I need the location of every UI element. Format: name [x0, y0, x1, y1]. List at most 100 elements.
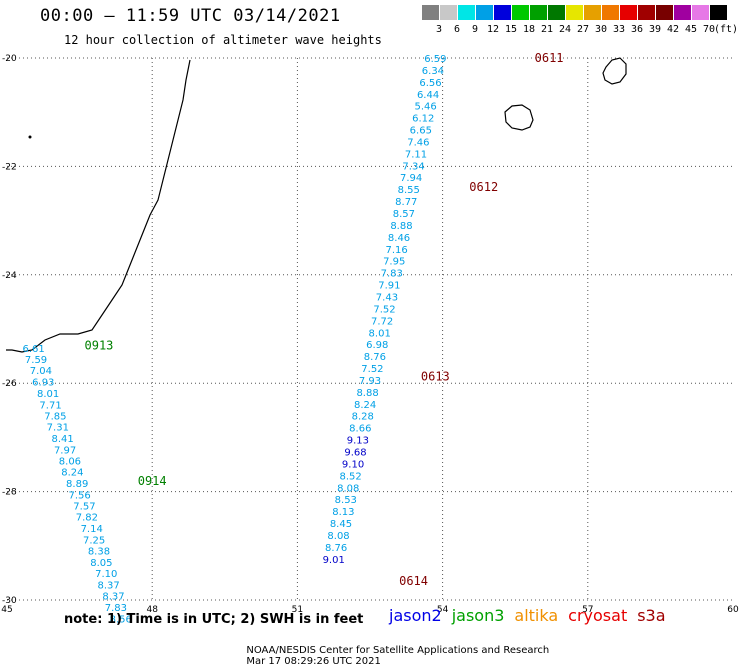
- lat-label: -28: [2, 488, 17, 498]
- swh-value: 8.24: [61, 468, 83, 479]
- swh-value: 6.56: [419, 78, 441, 89]
- swh-value: 6.65: [410, 126, 432, 137]
- time-label: 0614: [399, 574, 428, 588]
- legend-label: 45: [684, 24, 698, 35]
- swh-value: 6.98: [366, 340, 388, 351]
- swh-value: 6.59: [424, 54, 446, 65]
- legend-swatch: [530, 5, 547, 20]
- lat-label: -26: [2, 379, 17, 389]
- legend-label: 42: [666, 24, 680, 35]
- time-label: 0611: [535, 51, 564, 65]
- time-label: 0613: [421, 370, 450, 384]
- legend-label: 30: [594, 24, 608, 35]
- swh-value: 7.83: [105, 603, 127, 614]
- lat-label: -30: [2, 596, 17, 606]
- time-label: 0914: [138, 474, 167, 488]
- credit-text: NOAA/NESDIS Center for Satellite Applica…: [246, 645, 550, 656]
- swh-value: 6.93: [32, 378, 54, 389]
- legend-swatch: [584, 5, 601, 20]
- swh-value: 8.08: [337, 483, 359, 494]
- swh-value: 7.46: [407, 137, 429, 148]
- swh-value: 9.10: [342, 459, 364, 470]
- credit-line: NOAA/NESDIS Center for Satellite Applica…: [240, 634, 561, 667]
- swh-value: 7.57: [73, 502, 95, 513]
- swh-value: 7.93: [359, 376, 381, 387]
- map-title: 00:00 – 11:59 UTC 03/14/2021: [40, 6, 341, 26]
- swh-value: 8.37: [98, 580, 120, 591]
- swh-value: 8.88: [390, 221, 412, 232]
- swh-value: 8.66: [349, 424, 371, 435]
- swh-value: 7.43: [376, 292, 398, 303]
- swh-value: 7.14: [81, 524, 103, 535]
- swh-value: 8.52: [340, 471, 362, 482]
- legend-label: 3: [435, 24, 443, 35]
- swh-value: 7.95: [383, 257, 405, 268]
- swh-value: 8.76: [325, 543, 347, 554]
- legend-swatch: [476, 5, 493, 20]
- swh-value: 8.53: [335, 495, 357, 506]
- swh-value: 8.01: [369, 328, 391, 339]
- swh-value: 7.83: [381, 269, 403, 280]
- satellite-cryosat: cryosat: [568, 606, 628, 625]
- legend-label: 36: [630, 24, 644, 35]
- swh-value: 7.10: [95, 569, 117, 580]
- swh-value: 7.16: [385, 245, 407, 256]
- lat-label: -22: [2, 162, 17, 172]
- legend-swatch: [710, 5, 727, 20]
- legend-label: 24: [558, 24, 572, 35]
- swh-value: 7.56: [68, 490, 90, 501]
- swh-value: 8.13: [332, 507, 354, 518]
- lon-label: 60: [727, 605, 739, 615]
- swh-value: 7.94: [400, 173, 422, 184]
- lon-label: 57: [582, 605, 593, 615]
- swh-value: 8.55: [398, 185, 420, 196]
- legend-label: 15: [504, 24, 518, 35]
- swh-value: 8.76: [364, 352, 386, 363]
- altimeter-map[interactable]: 45 48 51 54 57 60-20-22-24-26-28-30 6.617.597…: [0, 0, 740, 650]
- swh-value: 7.34: [402, 161, 424, 172]
- swh-value: 8.88: [356, 388, 378, 399]
- swh-value: 8.05: [90, 558, 112, 569]
- swh-value: 7.52: [373, 304, 395, 315]
- swh-value: 8.06: [59, 457, 81, 468]
- legend-label: 12: [486, 24, 500, 35]
- legend-swatch: [692, 5, 709, 20]
- swh-value: 8.46: [388, 233, 410, 244]
- time-label: 0913: [85, 338, 114, 352]
- satellite-tracks: 6.617.597.046.938.017.717.857.318.417.97…: [22, 51, 563, 625]
- legend-swatch: [602, 5, 619, 20]
- swh-value: 6.61: [22, 344, 44, 355]
- swh-value: 8.45: [330, 519, 352, 530]
- swh-value: 8.77: [395, 197, 417, 208]
- satellite-jason2: jason2: [389, 606, 442, 625]
- legend-label: 27: [576, 24, 590, 35]
- swh-value: 9.01: [323, 555, 345, 566]
- satellite-altika: altika: [514, 606, 559, 625]
- satellite-s3a: s3a: [637, 606, 666, 625]
- swh-value: 8.89: [66, 479, 88, 490]
- swh-value: 9.13: [347, 436, 369, 447]
- satellite-jason3: jason3: [451, 606, 505, 625]
- graticule-grid: [7, 57, 733, 601]
- swh-value: 6.12: [412, 114, 434, 125]
- swh-value: 6.44: [417, 90, 439, 101]
- legend-label: 21: [540, 24, 554, 35]
- legend-swatch: [458, 5, 475, 20]
- lon-label: 51: [292, 605, 303, 615]
- swh-value: 8.24: [354, 400, 376, 411]
- reunion-coastline: [504, 104, 534, 131]
- axis-labels: 45 48 51 54 57 60 -20 -22 -24 -26 -28 -30: [1, 54, 739, 615]
- legend-label: 33: [612, 24, 626, 35]
- satellite-key: jason2 jason3 altika cryosat s3a: [389, 606, 676, 625]
- legend-label: 9: [471, 24, 479, 35]
- lon-label: 54: [437, 605, 449, 615]
- lon-label: 45: [1, 605, 12, 615]
- legend-label: 39: [648, 24, 662, 35]
- legend-swatch: [548, 5, 565, 20]
- legend-swatch: [566, 5, 583, 20]
- swh-value: 7.31: [47, 423, 69, 434]
- legend-swatch: [440, 5, 457, 20]
- swh-value: 7.97: [54, 445, 76, 456]
- legend-unit: (ft): [714, 24, 739, 35]
- time-label: 0612: [469, 180, 498, 194]
